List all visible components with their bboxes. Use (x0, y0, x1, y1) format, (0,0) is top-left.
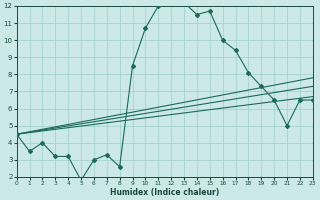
X-axis label: Humidex (Indice chaleur): Humidex (Indice chaleur) (110, 188, 219, 197)
